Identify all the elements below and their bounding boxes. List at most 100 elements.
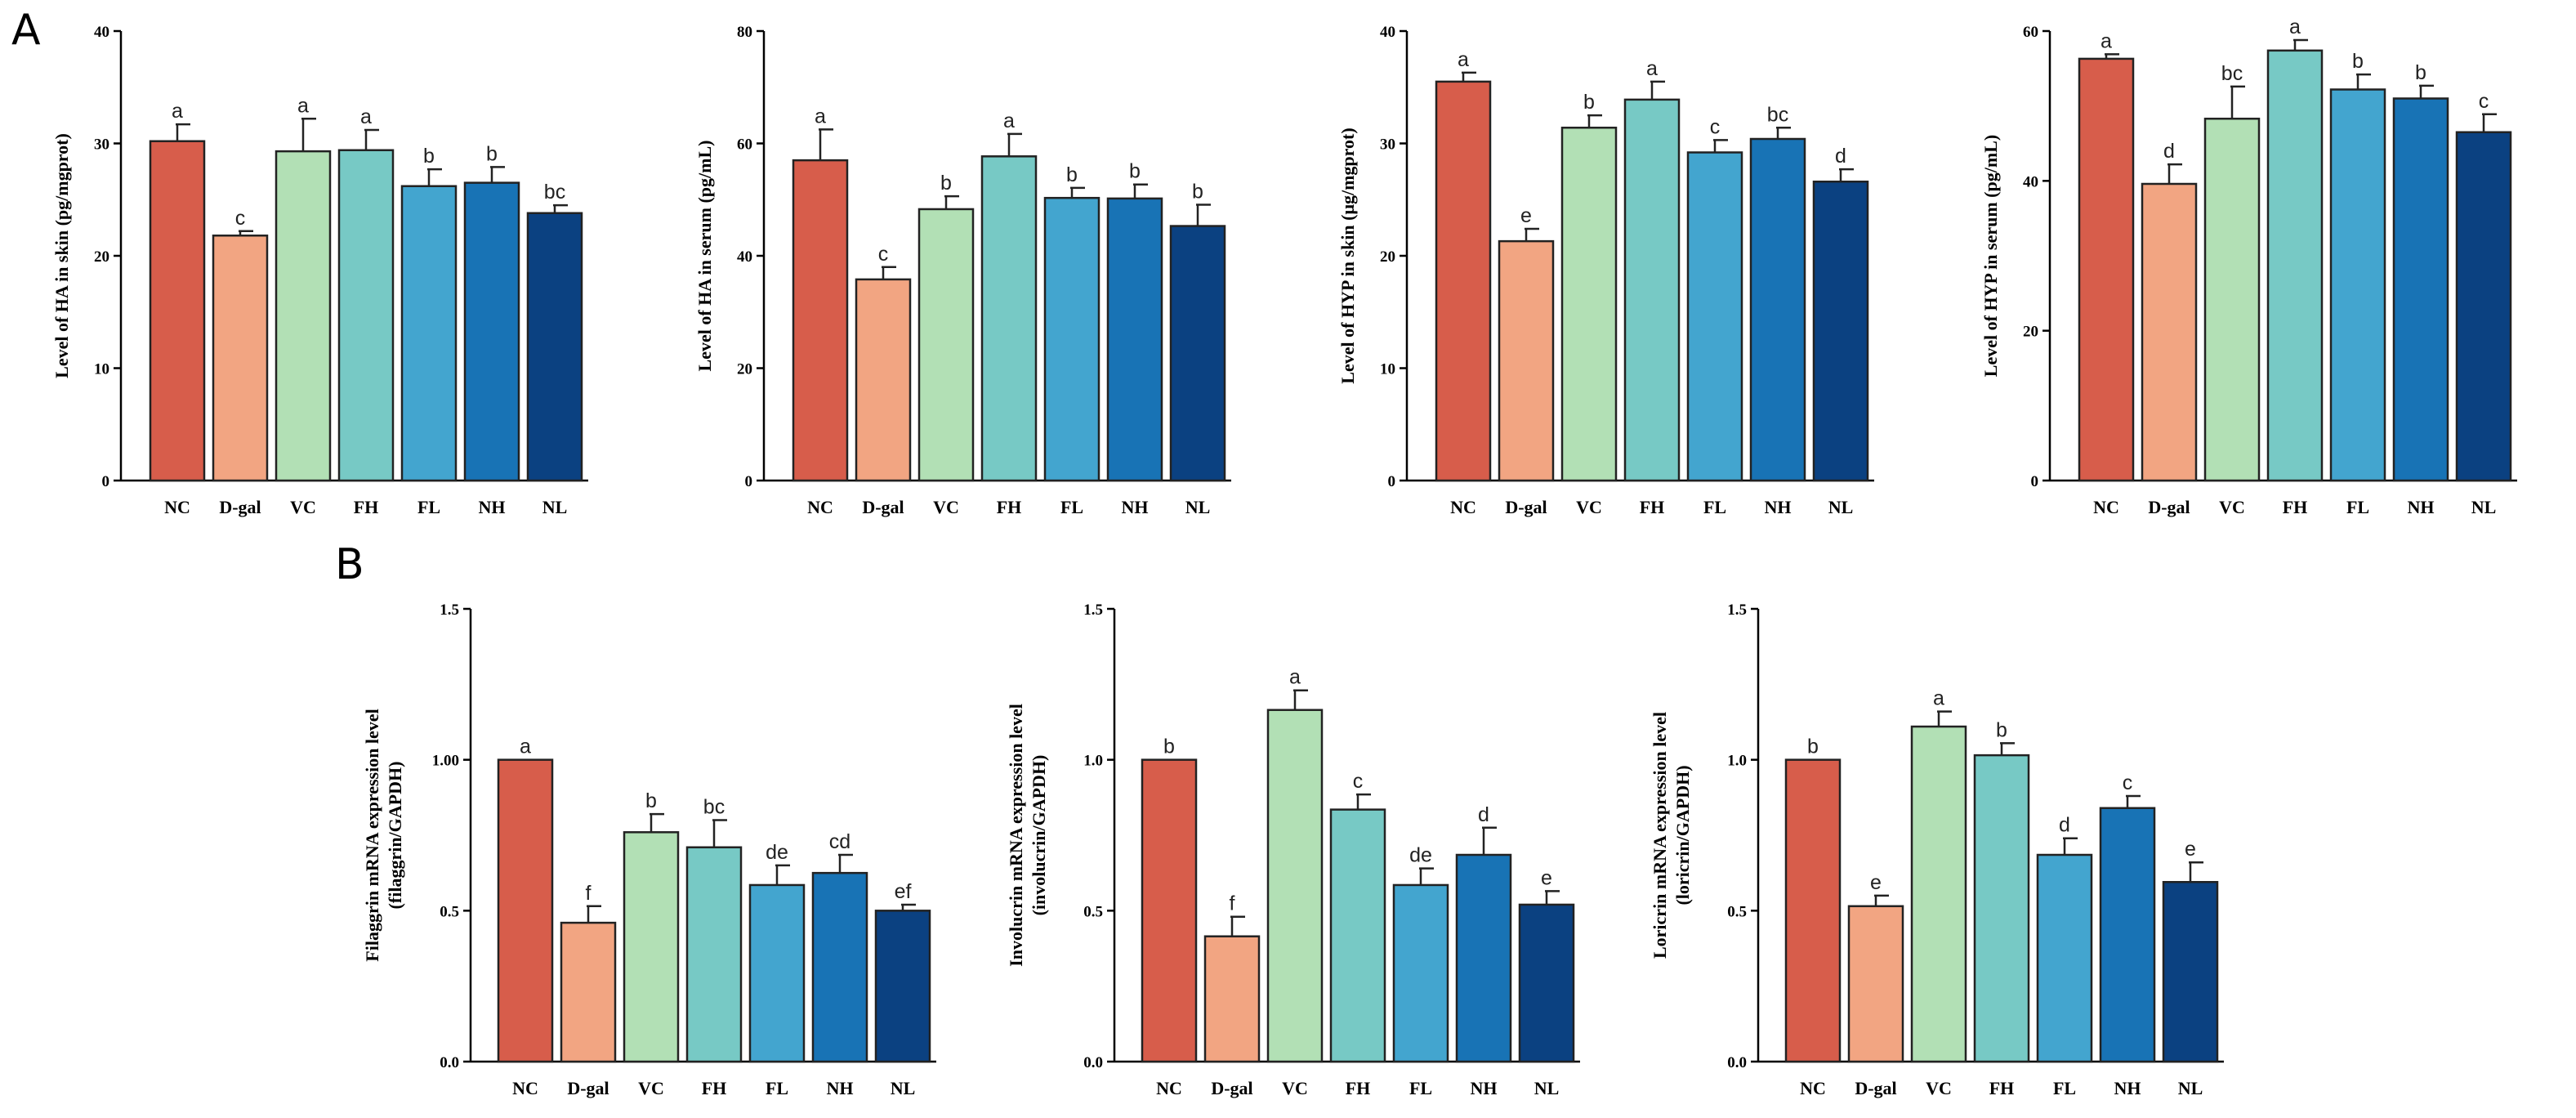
x-tick-label: NC [1450, 497, 1476, 517]
bar-fl [1686, 151, 1743, 482]
significance-label: bc [1767, 103, 1788, 126]
y-tick-label: 60 [2023, 24, 2038, 41]
bar-fh [1329, 808, 1386, 1063]
bar-nh [811, 871, 868, 1063]
y-tick-label: 20 [94, 248, 109, 266]
x-tick-label: NH [1471, 1078, 1498, 1098]
y-tick-label: 0.0 [1083, 1054, 1103, 1071]
y-tick-label: 1.00 [432, 753, 459, 770]
x-tick-label: NH [1765, 497, 1792, 517]
bar-d-gal [855, 278, 912, 482]
x-tick-label: VC [2219, 497, 2245, 517]
chart-1: 0 10 20 30 40 Level of HA in skin (pg/mgprot)… [51, 24, 588, 517]
y-tick-label: 20 [2023, 324, 2038, 341]
y-tick-label: 0.5 [1727, 903, 1747, 920]
y-tick-label: 20 [737, 361, 752, 378]
chart-7: 0.0 0.5 1.0 1.5 Loricrin mRNA expression lev… [1650, 601, 2224, 1098]
significance-label: c [2479, 90, 2489, 113]
significance-label: f [586, 882, 592, 905]
significance-label: bc [544, 181, 565, 203]
significance-label: d [2163, 140, 2175, 163]
x-tick-label: NC [2093, 497, 2119, 517]
bar-nh [1106, 197, 1163, 482]
chart-5: 0.0 0.5 1.00 1.5 Filaggrin mRNA expression l… [362, 601, 936, 1098]
x-tick-label: VC [1576, 497, 1602, 517]
y-tick-label: 30 [94, 136, 109, 154]
x-tick-label: D-gal [1211, 1078, 1252, 1098]
bar-fh [980, 155, 1038, 482]
charts-container: 0 10 20 30 40 Level of HA in skin (pg/mgprot)… [51, 16, 2517, 1098]
y-axis-title: Level of HA in skin (pg/mgprot) [51, 133, 72, 378]
y-tick-label: 40 [94, 24, 109, 41]
x-tick-label: NC [512, 1078, 538, 1098]
y-axis-subtitle: (filaggrin/GAPDH) [385, 762, 405, 910]
y-tick-label: 30 [1380, 136, 1395, 154]
bar-fh [1973, 754, 2030, 1063]
x-tick-label: NL [2178, 1078, 2203, 1098]
bar-fh [685, 846, 743, 1063]
y-tick-label: 0.5 [1083, 903, 1103, 920]
significance-label: a [1003, 110, 1015, 132]
y-tick-label: 0 [1388, 473, 1396, 490]
significance-label: b [1163, 736, 1175, 758]
significance-label: b [1192, 180, 1203, 203]
bar-vc [1910, 725, 1967, 1063]
significance-label: b [423, 145, 435, 168]
x-tick-label: FL [1060, 497, 1083, 517]
panel-label-a: A [11, 6, 41, 55]
bar-nl [1812, 181, 1869, 482]
bar-d-gal [1203, 935, 1261, 1063]
significance-label: a [1289, 666, 1301, 689]
significance-label: b [1807, 736, 1819, 758]
y-tick-label: 0 [102, 473, 110, 490]
bar-nl [526, 212, 583, 482]
y-tick-label: 1.0 [1083, 753, 1103, 770]
bar-nh [2099, 807, 2156, 1063]
significance-label: c [235, 207, 246, 230]
x-tick-label: NC [807, 497, 833, 517]
significance-label: ef [895, 880, 912, 903]
y-tick-label: 20 [1380, 248, 1395, 266]
x-tick-label: FH [2283, 497, 2308, 517]
y-tick-label: 0.5 [440, 903, 459, 920]
x-tick-label: FL [2346, 497, 2369, 517]
bar-d-gal [1498, 239, 1555, 482]
significance-label: b [486, 142, 498, 165]
bar-nc [149, 140, 206, 482]
x-tick-label: D-gal [862, 497, 904, 517]
y-axis-title: Level of HA in serum (pg/mL) [694, 141, 715, 372]
bar-fl [2036, 853, 2093, 1063]
x-tick-label: VC [290, 497, 316, 517]
y-tick-label: 0.0 [1727, 1054, 1747, 1071]
bar-nl [2455, 131, 2512, 482]
x-tick-label: D-gal [1505, 497, 1547, 517]
x-tick-label: NL [1534, 1078, 1560, 1098]
significance-label: bc [703, 796, 725, 819]
significance-label: b [1066, 163, 1078, 186]
significance-label: d [1478, 803, 1489, 826]
bar-d-gal [560, 921, 617, 1063]
chart-2: 0 20 40 60 80 Level of HA in serum (pg/mL) a NC… [694, 24, 1231, 517]
y-tick-label: 10 [1380, 361, 1395, 378]
y-tick-label: 1.5 [1727, 601, 1747, 619]
significance-label: c [1353, 770, 1364, 793]
chart-3: 0 10 20 30 40 Level of HYP in skin (μg/mgprot… [1337, 24, 1874, 517]
x-tick-label: VC [638, 1078, 664, 1098]
significance-label: a [815, 105, 826, 127]
bar-nc [497, 758, 554, 1063]
bar-vc [1266, 709, 1324, 1063]
significance-label: e [1520, 204, 1532, 227]
significance-label: b [1583, 91, 1595, 114]
significance-label: de [766, 841, 788, 864]
bar-nc [1141, 758, 1198, 1063]
bar-nh [463, 181, 520, 482]
y-tick-label: 10 [94, 361, 109, 378]
y-tick-label: 60 [737, 136, 752, 154]
bar-vc [275, 150, 332, 482]
y-tick-label: 40 [1380, 24, 1395, 41]
significance-label: a [2289, 16, 2301, 38]
y-axis-title: Filaggrin mRNA expression level [362, 709, 382, 961]
significance-label: a [360, 105, 372, 128]
x-tick-label: D-gal [219, 497, 261, 517]
x-tick-label: FL [1409, 1078, 1432, 1098]
